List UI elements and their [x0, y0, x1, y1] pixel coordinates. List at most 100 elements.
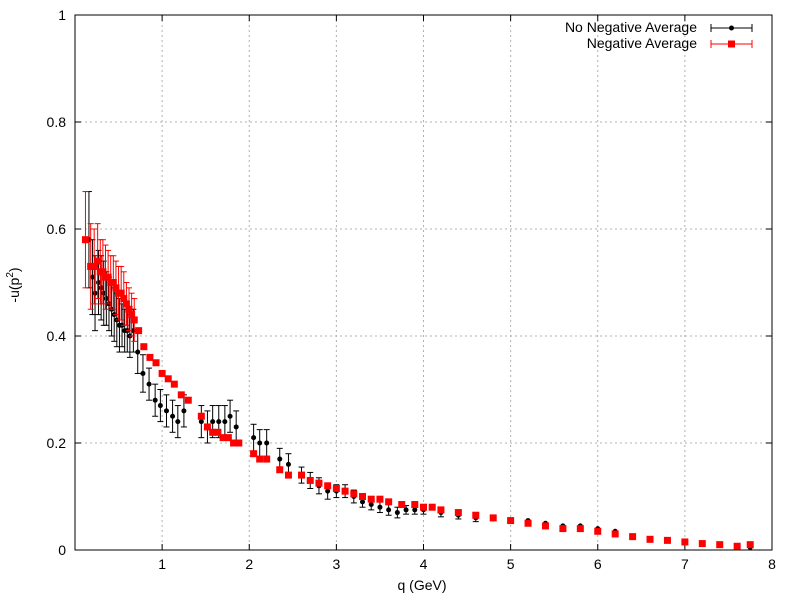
data-point [256, 455, 264, 463]
x-tick-label: 7 [681, 556, 689, 572]
data-point [99, 268, 107, 276]
data-point [177, 391, 185, 399]
data-point [181, 408, 187, 414]
data-point [250, 450, 258, 458]
data-point [681, 538, 689, 546]
series-layer [81, 191, 754, 550]
data-point [594, 527, 602, 535]
data-point [94, 257, 102, 265]
data-point [90, 262, 98, 270]
data-point [716, 541, 724, 549]
data-point [125, 305, 133, 313]
data-point [284, 471, 292, 479]
legend-label-negative-average: Negative Average [587, 35, 697, 51]
data-point [104, 273, 112, 281]
data-point [412, 507, 418, 513]
data-point [285, 461, 291, 467]
y-tick-label: 0 [58, 542, 66, 558]
data-point [214, 428, 222, 436]
data-point [359, 493, 367, 500]
y-tick-label: 0.4 [47, 328, 67, 344]
data-point [152, 397, 158, 403]
data-point [698, 540, 706, 548]
y-tick-label: 0.2 [47, 435, 67, 451]
data-point [507, 517, 515, 525]
x-tick-label: 2 [245, 556, 253, 572]
data-point [325, 488, 331, 494]
data-point [385, 498, 393, 506]
data-point [109, 279, 117, 286]
data-point [367, 495, 375, 503]
data-point [411, 501, 419, 509]
y-tick-label: 0.6 [47, 221, 67, 237]
y-tick-label: 0.8 [47, 114, 67, 130]
data-point [360, 499, 366, 505]
data-point [92, 290, 98, 296]
data-point [257, 440, 263, 446]
data-point [203, 423, 211, 431]
data-point [81, 236, 89, 244]
data-point [130, 316, 138, 324]
data-point [306, 476, 314, 484]
data-point [376, 495, 384, 503]
data-point [198, 419, 204, 425]
data-point [135, 327, 143, 335]
y-axis-label: -u(p2) [5, 267, 22, 302]
data-point [524, 519, 532, 527]
series-1 [81, 191, 754, 550]
data-point [398, 501, 406, 509]
x-tick-labels: 1 2 3 4 5 6 7 8 [158, 556, 776, 572]
data-point [135, 349, 141, 355]
data-point [209, 428, 217, 436]
data-point [264, 440, 270, 446]
data-point [140, 370, 146, 376]
data-point [112, 284, 120, 292]
data-point [170, 380, 178, 388]
data-point [733, 542, 741, 550]
data-point [437, 506, 445, 514]
legend-label-no-negative-average: No Negative Average [565, 19, 697, 35]
data-point [120, 295, 128, 303]
data-point [184, 396, 192, 404]
data-point [324, 482, 332, 490]
data-point [559, 525, 567, 533]
data-point [251, 435, 257, 441]
data-point [163, 408, 169, 414]
data-point [219, 434, 227, 442]
data-point [277, 456, 283, 462]
y-axis-label-tail: ) [6, 267, 22, 272]
data-point [368, 502, 374, 508]
y-tick-label: 1 [58, 7, 66, 23]
data-point [210, 419, 216, 425]
data-point [541, 522, 549, 530]
data-point [386, 507, 392, 513]
x-tick-label: 8 [768, 556, 776, 572]
data-point [276, 466, 284, 474]
data-point [646, 535, 654, 543]
x-tick-label: 3 [332, 556, 340, 572]
plot-frame [74, 14, 773, 551]
data-point [403, 507, 409, 513]
data-point [158, 369, 166, 377]
data-point [394, 510, 400, 516]
x-axis-label: q (GeV) [397, 577, 446, 593]
x-tick-label: 1 [158, 556, 166, 572]
data-point [263, 455, 271, 463]
y-tick-labels: 0 0.2 0.4 0.6 0.8 1 [47, 7, 67, 558]
data-point [663, 536, 671, 544]
data-point [611, 530, 619, 538]
x-tick-label: 5 [507, 556, 515, 572]
data-point [152, 359, 160, 367]
legend-marker-no-negative-average [710, 24, 753, 32]
data-point [472, 511, 480, 519]
data-point [576, 525, 584, 533]
data-point [227, 413, 233, 419]
x-tick-label: 6 [594, 556, 602, 572]
data-point [332, 484, 340, 492]
data-point [175, 419, 181, 425]
data-point [298, 471, 306, 479]
data-point [629, 533, 637, 541]
data-point [197, 412, 205, 420]
legend-marker-negative-average [710, 40, 753, 48]
